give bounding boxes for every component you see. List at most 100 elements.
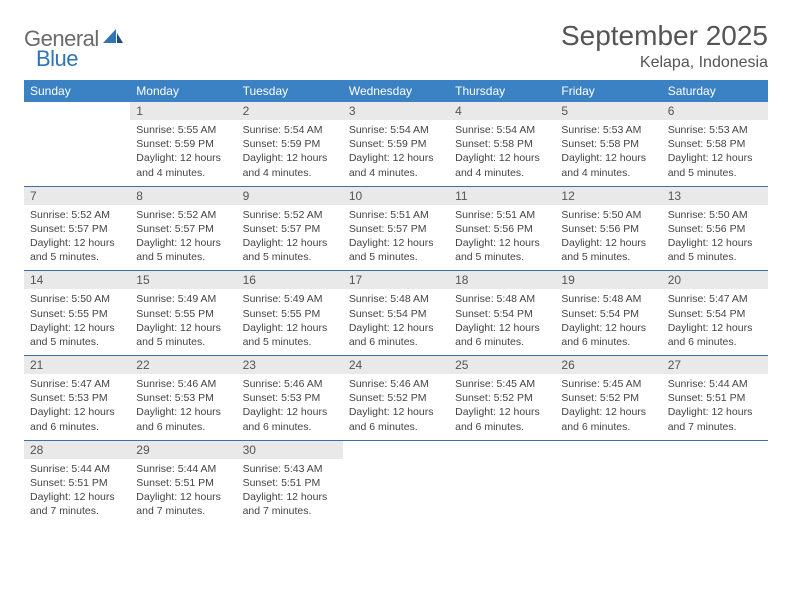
calendar-day-cell: 5Sunrise: 5:53 AMSunset: 5:58 PMDaylight… (555, 102, 661, 186)
day-details: Sunrise: 5:53 AMSunset: 5:58 PMDaylight:… (662, 120, 768, 186)
day-details: Sunrise: 5:55 AMSunset: 5:59 PMDaylight:… (130, 120, 236, 186)
location: Kelapa, Indonesia (561, 54, 768, 72)
calendar-week-row: 21Sunrise: 5:47 AMSunset: 5:53 PMDayligh… (24, 356, 768, 441)
dow-wednesday: Wednesday (343, 80, 449, 102)
calendar-day-cell: 21Sunrise: 5:47 AMSunset: 5:53 PMDayligh… (24, 356, 130, 441)
dow-sunday: Sunday (24, 80, 130, 102)
calendar-day-cell: 28Sunrise: 5:44 AMSunset: 5:51 PMDayligh… (24, 440, 130, 524)
day-number: 23 (237, 356, 343, 374)
calendar-day-cell: 27Sunrise: 5:44 AMSunset: 5:51 PMDayligh… (662, 356, 768, 441)
month-title: September 2025 (561, 20, 768, 52)
calendar-day-cell: 6Sunrise: 5:53 AMSunset: 5:58 PMDaylight… (662, 102, 768, 186)
day-number: 19 (555, 271, 661, 289)
day-number: 9 (237, 187, 343, 205)
calendar-day-cell: 2Sunrise: 5:54 AMSunset: 5:59 PMDaylight… (237, 102, 343, 186)
day-details: Sunrise: 5:52 AMSunset: 5:57 PMDaylight:… (24, 205, 130, 271)
calendar-day-cell: 30Sunrise: 5:43 AMSunset: 5:51 PMDayligh… (237, 440, 343, 524)
calendar-day-cell: 11Sunrise: 5:51 AMSunset: 5:56 PMDayligh… (449, 186, 555, 271)
day-number: 2 (237, 102, 343, 120)
day-details: Sunrise: 5:54 AMSunset: 5:58 PMDaylight:… (449, 120, 555, 186)
dow-saturday: Saturday (662, 80, 768, 102)
day-number: 21 (24, 356, 130, 374)
day-details: Sunrise: 5:45 AMSunset: 5:52 PMDaylight:… (449, 374, 555, 440)
day-details: Sunrise: 5:46 AMSunset: 5:53 PMDaylight:… (237, 374, 343, 440)
day-details: Sunrise: 5:54 AMSunset: 5:59 PMDaylight:… (237, 120, 343, 186)
day-details: Sunrise: 5:47 AMSunset: 5:53 PMDaylight:… (24, 374, 130, 440)
day-details: Sunrise: 5:48 AMSunset: 5:54 PMDaylight:… (555, 289, 661, 355)
calendar-day-cell: 16Sunrise: 5:49 AMSunset: 5:55 PMDayligh… (237, 271, 343, 356)
calendar-day-cell: 7Sunrise: 5:52 AMSunset: 5:57 PMDaylight… (24, 186, 130, 271)
calendar-day-cell: 8Sunrise: 5:52 AMSunset: 5:57 PMDaylight… (130, 186, 236, 271)
day-number: 14 (24, 271, 130, 289)
day-number: 17 (343, 271, 449, 289)
day-number: 18 (449, 271, 555, 289)
day-details: Sunrise: 5:49 AMSunset: 5:55 PMDaylight:… (130, 289, 236, 355)
calendar-day-cell: 12Sunrise: 5:50 AMSunset: 5:56 PMDayligh… (555, 186, 661, 271)
calendar-day-cell: 4Sunrise: 5:54 AMSunset: 5:58 PMDaylight… (449, 102, 555, 186)
logo-text-blue: Blue (36, 46, 78, 71)
calendar-day-cell: 18Sunrise: 5:48 AMSunset: 5:54 PMDayligh… (449, 271, 555, 356)
day-details: Sunrise: 5:46 AMSunset: 5:53 PMDaylight:… (130, 374, 236, 440)
day-details: Sunrise: 5:50 AMSunset: 5:55 PMDaylight:… (24, 289, 130, 355)
day-details: Sunrise: 5:43 AMSunset: 5:51 PMDaylight:… (237, 459, 343, 525)
day-number: 29 (130, 441, 236, 459)
day-details: Sunrise: 5:44 AMSunset: 5:51 PMDaylight:… (130, 459, 236, 525)
calendar-week-row: 14Sunrise: 5:50 AMSunset: 5:55 PMDayligh… (24, 271, 768, 356)
title-block: September 2025 Kelapa, Indonesia (561, 20, 768, 72)
dow-friday: Friday (555, 80, 661, 102)
day-number: 3 (343, 102, 449, 120)
day-number: 5 (555, 102, 661, 120)
calendar-week-row: 1Sunrise: 5:55 AMSunset: 5:59 PMDaylight… (24, 102, 768, 186)
calendar-day-cell: 22Sunrise: 5:46 AMSunset: 5:53 PMDayligh… (130, 356, 236, 441)
calendar-day-cell: 26Sunrise: 5:45 AMSunset: 5:52 PMDayligh… (555, 356, 661, 441)
day-number: 25 (449, 356, 555, 374)
logo-text-blue-wrap: Blue (36, 46, 78, 72)
day-details: Sunrise: 5:52 AMSunset: 5:57 PMDaylight:… (237, 205, 343, 271)
calendar-day-cell (343, 440, 449, 524)
day-number: 20 (662, 271, 768, 289)
day-number: 24 (343, 356, 449, 374)
calendar-day-cell: 15Sunrise: 5:49 AMSunset: 5:55 PMDayligh… (130, 271, 236, 356)
dow-thursday: Thursday (449, 80, 555, 102)
day-details: Sunrise: 5:51 AMSunset: 5:56 PMDaylight:… (449, 205, 555, 271)
day-number: 26 (555, 356, 661, 374)
day-details: Sunrise: 5:51 AMSunset: 5:57 PMDaylight:… (343, 205, 449, 271)
calendar-day-cell (449, 440, 555, 524)
day-details: Sunrise: 5:47 AMSunset: 5:54 PMDaylight:… (662, 289, 768, 355)
day-number: 16 (237, 271, 343, 289)
calendar-day-cell: 29Sunrise: 5:44 AMSunset: 5:51 PMDayligh… (130, 440, 236, 524)
day-of-week-row: Sunday Monday Tuesday Wednesday Thursday… (24, 80, 768, 102)
day-number: 27 (662, 356, 768, 374)
day-number: 8 (130, 187, 236, 205)
day-details: Sunrise: 5:45 AMSunset: 5:52 PMDaylight:… (555, 374, 661, 440)
day-number: 30 (237, 441, 343, 459)
day-number: 13 (662, 187, 768, 205)
day-number: 7 (24, 187, 130, 205)
logo-sail-icon (102, 28, 124, 51)
day-number: 28 (24, 441, 130, 459)
calendar-day-cell: 10Sunrise: 5:51 AMSunset: 5:57 PMDayligh… (343, 186, 449, 271)
day-details: Sunrise: 5:48 AMSunset: 5:54 PMDaylight:… (449, 289, 555, 355)
day-number: 10 (343, 187, 449, 205)
calendar-day-cell: 23Sunrise: 5:46 AMSunset: 5:53 PMDayligh… (237, 356, 343, 441)
day-details: Sunrise: 5:49 AMSunset: 5:55 PMDaylight:… (237, 289, 343, 355)
header: General September 2025 Kelapa, Indonesia (24, 20, 768, 72)
day-number: 15 (130, 271, 236, 289)
calendar-week-row: 7Sunrise: 5:52 AMSunset: 5:57 PMDaylight… (24, 186, 768, 271)
day-details: Sunrise: 5:52 AMSunset: 5:57 PMDaylight:… (130, 205, 236, 271)
day-number: 12 (555, 187, 661, 205)
calendar-day-cell: 14Sunrise: 5:50 AMSunset: 5:55 PMDayligh… (24, 271, 130, 356)
calendar-day-cell (555, 440, 661, 524)
calendar-day-cell: 3Sunrise: 5:54 AMSunset: 5:59 PMDaylight… (343, 102, 449, 186)
calendar-day-cell: 24Sunrise: 5:46 AMSunset: 5:52 PMDayligh… (343, 356, 449, 441)
calendar-day-cell: 19Sunrise: 5:48 AMSunset: 5:54 PMDayligh… (555, 271, 661, 356)
day-details: Sunrise: 5:46 AMSunset: 5:52 PMDaylight:… (343, 374, 449, 440)
day-number: 6 (662, 102, 768, 120)
calendar-day-cell: 20Sunrise: 5:47 AMSunset: 5:54 PMDayligh… (662, 271, 768, 356)
dow-monday: Monday (130, 80, 236, 102)
day-details: Sunrise: 5:50 AMSunset: 5:56 PMDaylight:… (555, 205, 661, 271)
day-number: 4 (449, 102, 555, 120)
day-details: Sunrise: 5:44 AMSunset: 5:51 PMDaylight:… (662, 374, 768, 440)
day-details: Sunrise: 5:48 AMSunset: 5:54 PMDaylight:… (343, 289, 449, 355)
day-number: 1 (130, 102, 236, 120)
